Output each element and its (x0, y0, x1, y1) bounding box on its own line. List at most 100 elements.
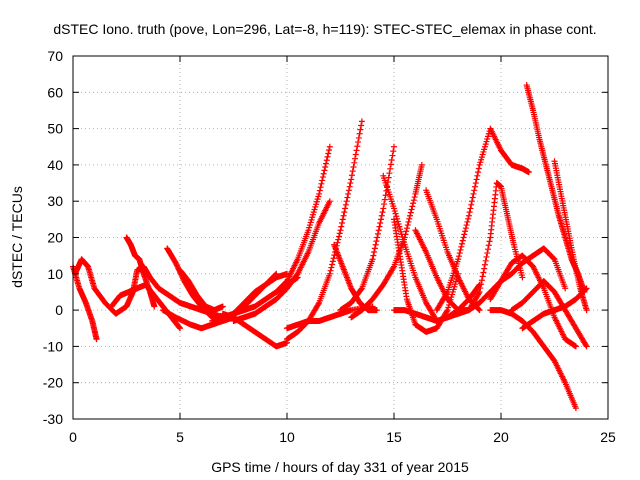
x-tick-label: 20 (493, 429, 509, 445)
data-point (483, 253, 490, 260)
data-point (475, 169, 482, 176)
data-point (176, 324, 183, 331)
data-point (405, 218, 412, 225)
data-point (456, 250, 463, 257)
data-point (329, 258, 336, 265)
data-point (472, 183, 479, 190)
series-28 (551, 158, 590, 314)
data-point (468, 201, 475, 208)
data-point (572, 343, 579, 350)
data-point (379, 209, 386, 216)
data-point (391, 143, 397, 150)
series-15 (337, 143, 397, 314)
data-point (375, 227, 382, 234)
series-24 (465, 180, 526, 314)
data-point (481, 261, 488, 268)
data-point (177, 325, 183, 332)
data-point (466, 209, 473, 216)
data-point (374, 230, 381, 237)
y-tick-label: 50 (47, 121, 63, 137)
series-26 (487, 307, 579, 412)
data-point (443, 290, 450, 297)
data-point (475, 165, 482, 172)
data-point (462, 225, 469, 232)
data-point (389, 152, 396, 159)
series-20 (391, 281, 483, 324)
data-point (465, 212, 472, 219)
y-tick-label: -30 (43, 411, 63, 427)
data-point (404, 222, 411, 229)
x-tick-label: 15 (386, 429, 402, 445)
data-point (443, 308, 450, 315)
data-point (343, 198, 350, 205)
data-point (373, 307, 380, 314)
data-point (410, 197, 417, 204)
data-point (476, 307, 483, 314)
data-point (387, 161, 394, 168)
data-point (358, 286, 365, 293)
data-point (583, 307, 590, 314)
x-tick-label: 25 (600, 429, 616, 445)
data-point (478, 277, 485, 284)
data-point (457, 246, 464, 253)
data-point (476, 288, 483, 295)
data-point (471, 187, 478, 194)
data-point (482, 257, 489, 264)
data-point (372, 241, 379, 248)
data-point (351, 159, 358, 166)
data-point (337, 227, 344, 234)
data-point (467, 205, 474, 212)
data-point (315, 301, 322, 308)
series-10 (230, 198, 333, 324)
data-point (459, 240, 466, 247)
x-tick-label: 10 (279, 429, 295, 445)
data-point (349, 168, 356, 175)
y-tick-label: -10 (43, 338, 63, 354)
data-point (350, 163, 357, 170)
data-point (348, 176, 355, 183)
data-point (485, 246, 492, 253)
data-point (319, 177, 326, 184)
series-12 (284, 118, 365, 343)
data-point (407, 209, 414, 216)
data-point (371, 249, 378, 256)
data-point (479, 273, 486, 280)
data-point (463, 222, 470, 229)
data-point (322, 163, 329, 170)
y-tick-label: 60 (47, 84, 63, 100)
data-point (347, 180, 354, 187)
data-point (334, 239, 341, 246)
data-point (525, 169, 532, 176)
data-point (346, 183, 353, 190)
data-point (327, 267, 334, 274)
data-point (322, 160, 329, 167)
data-point (353, 147, 360, 154)
series-5 (177, 267, 226, 314)
data-point (380, 205, 387, 212)
data-point (371, 245, 378, 252)
data-point (464, 218, 471, 225)
data-point (474, 172, 481, 179)
data-point (336, 230, 343, 237)
data-point (418, 161, 425, 168)
x-axis-title: GPS time / hours of day 331 of year 2015 (211, 459, 469, 475)
data-point (326, 147, 333, 154)
data-point (342, 205, 349, 212)
series-1 (72, 256, 226, 321)
data-point (338, 223, 345, 230)
y-tick-label: 70 (47, 48, 63, 64)
data-point (382, 192, 389, 199)
data-point (481, 265, 488, 272)
data-point (465, 215, 472, 222)
data-point (316, 190, 323, 197)
data-point (344, 194, 351, 201)
data-point (460, 234, 467, 241)
y-tick-label: 0 (55, 302, 63, 318)
data-point (386, 170, 393, 177)
chart-title: dSTEC Iono. truth (pove, Lon=296, Lat=-8… (53, 21, 596, 37)
y-tick-label: 20 (47, 230, 63, 246)
data-point (403, 228, 410, 235)
y-tick-label: 40 (47, 157, 63, 173)
data-points-layer (70, 82, 590, 412)
